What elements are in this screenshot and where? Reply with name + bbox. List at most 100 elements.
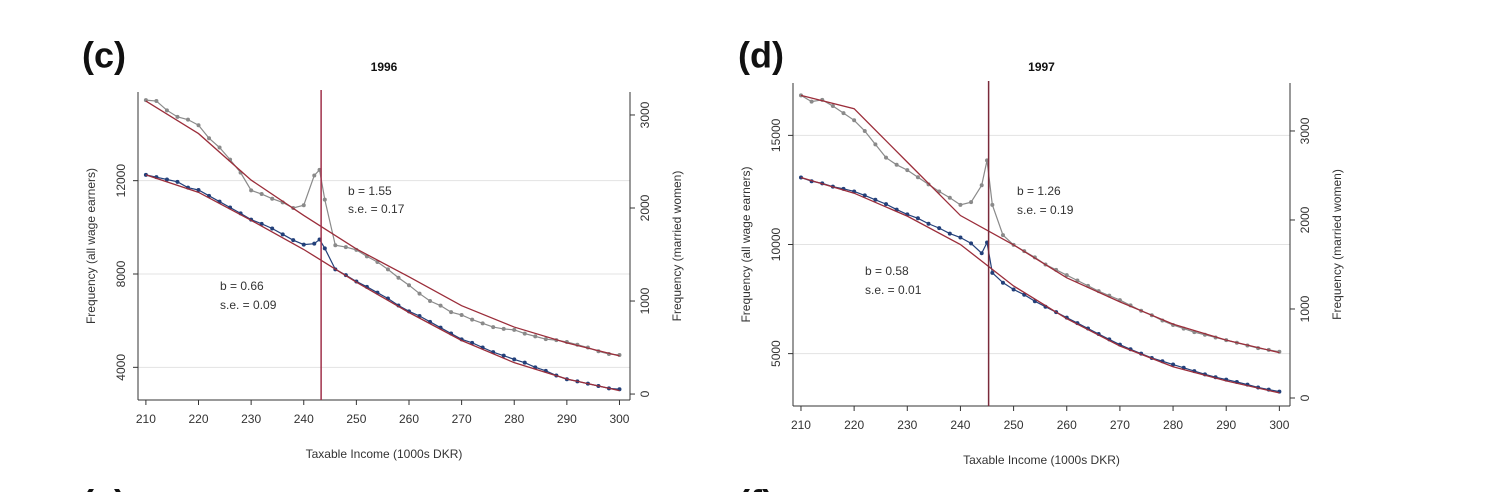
data-point [1011, 287, 1016, 292]
data-point [196, 188, 201, 192]
data-point [830, 104, 835, 109]
data-point [937, 226, 942, 231]
annotation: s.e. = 0.01 [865, 283, 922, 297]
y-tick-label: 10000 [769, 227, 783, 261]
x-tick-label: 280 [504, 412, 524, 426]
y-tick-label: 15000 [769, 118, 783, 152]
x-tick-label: 220 [188, 412, 208, 426]
fit-line [800, 176, 1280, 394]
data-point [333, 243, 338, 248]
data-point [164, 177, 169, 182]
data-point [270, 196, 275, 201]
data-point [501, 353, 506, 358]
data-point [533, 334, 538, 339]
data-point [1064, 273, 1069, 278]
data-point [406, 283, 411, 288]
data-point [947, 231, 952, 236]
annotation: s.e. = 0.19 [1017, 203, 1074, 217]
data-point [501, 326, 506, 331]
y-tick-label: 12000 [114, 164, 128, 198]
data-point [185, 117, 190, 122]
data-point [259, 221, 264, 226]
data-point [862, 193, 867, 198]
data-point [809, 99, 814, 104]
y2-tick-label: 2000 [1298, 206, 1312, 233]
y2-tick-label: 0 [1298, 394, 1312, 401]
annotation: b = 1.55 [348, 184, 392, 198]
y2-tick-label: 2000 [638, 194, 652, 221]
data-point [438, 303, 443, 308]
x-tick-label: 250 [1004, 418, 1024, 432]
panel-label: (c) [82, 35, 126, 76]
data-point [1171, 362, 1176, 367]
data-point [884, 155, 889, 160]
data-point [291, 238, 296, 243]
data-point [301, 203, 306, 208]
data-point [207, 136, 212, 141]
series-line [145, 99, 620, 356]
data-point [958, 202, 963, 207]
data-point [164, 108, 169, 113]
data-point [873, 197, 878, 202]
x-tick-label: 270 [452, 412, 472, 426]
data-point [905, 168, 910, 173]
data-point [969, 241, 974, 246]
x-tick-label: 300 [1269, 418, 1289, 432]
data-point [1000, 280, 1005, 285]
x-tick-label: 280 [1163, 418, 1183, 432]
data-point [990, 202, 995, 207]
data-point [990, 270, 995, 275]
panel-label: (d) [738, 35, 784, 76]
data-point [480, 321, 485, 326]
data-point [543, 337, 548, 342]
data-point [196, 123, 201, 128]
data-point [926, 221, 931, 226]
data-point [958, 235, 963, 240]
data-point [522, 331, 527, 336]
annotation: s.e. = 0.17 [348, 202, 405, 216]
y2-axis-label: Frequency (married women) [1330, 169, 1344, 320]
chart-title: 1997 [1028, 60, 1055, 74]
data-point [841, 111, 846, 116]
y2-tick-label: 0 [638, 390, 652, 397]
x-tick-label: 240 [294, 412, 314, 426]
data-point [249, 188, 254, 193]
y2-axis-label: Frequency (married women) [670, 171, 684, 322]
annotation: b = 0.66 [220, 279, 264, 293]
data-point [947, 195, 952, 200]
data-point [873, 142, 878, 147]
data-point [322, 197, 327, 202]
panel-label: (e) [82, 483, 126, 492]
chart-title: 1996 [371, 60, 398, 74]
y-axis-label: Frequency (all wage earners) [84, 168, 98, 324]
y-axis-label: Frequency (all wage earners) [739, 166, 753, 322]
y2-tick-label: 3000 [638, 101, 652, 128]
fit-line [800, 94, 1280, 354]
data-point [915, 216, 920, 221]
data-point [915, 175, 920, 180]
data-point [522, 360, 527, 365]
data-point [470, 317, 475, 322]
x-tick-label: 290 [1216, 418, 1236, 432]
x-tick-label: 250 [346, 412, 366, 426]
fit-line [145, 174, 620, 392]
data-point [979, 183, 984, 188]
data-point [322, 246, 327, 251]
x-tick-label: 220 [844, 418, 864, 432]
data-point [154, 99, 159, 104]
data-point [1000, 233, 1005, 238]
data-point [969, 200, 974, 205]
data-point [175, 114, 180, 119]
data-point [428, 299, 433, 304]
x-axis-label: Taxable Income (1000s DKR) [306, 447, 463, 461]
data-point [385, 267, 390, 272]
data-point [312, 241, 317, 246]
y-tick-label: 5000 [769, 340, 783, 367]
data-point [884, 202, 889, 207]
fit-line [145, 100, 620, 357]
data-point [449, 310, 454, 315]
x-tick-label: 270 [1110, 418, 1130, 432]
data-point [979, 251, 984, 256]
data-point [175, 179, 180, 184]
